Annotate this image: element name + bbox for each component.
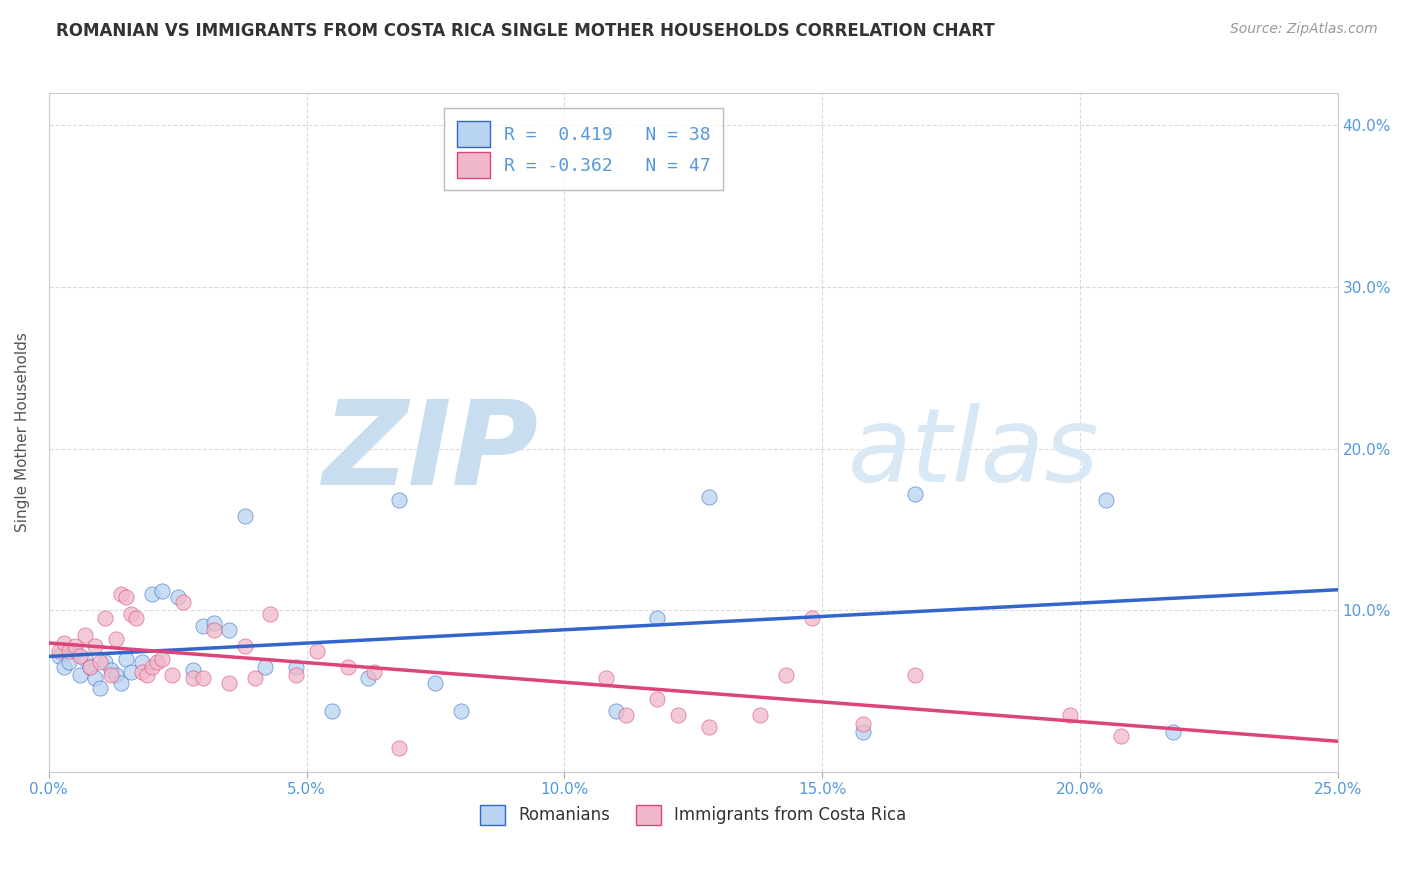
Point <box>1109 730 1132 744</box>
Point <box>89 681 111 695</box>
Point <box>135 668 157 682</box>
Point <box>146 655 169 669</box>
Point <box>166 591 188 605</box>
Point <box>100 663 122 677</box>
Point <box>131 655 153 669</box>
Point <box>79 660 101 674</box>
Point <box>357 671 380 685</box>
Point <box>697 490 720 504</box>
Point <box>94 655 117 669</box>
Point <box>605 704 627 718</box>
Point <box>84 639 107 653</box>
Point <box>150 652 173 666</box>
Point <box>120 607 142 621</box>
Point <box>202 623 225 637</box>
Point <box>79 660 101 674</box>
Legend: Romanians, Immigrants from Costa Rica: Romanians, Immigrants from Costa Rica <box>474 798 912 831</box>
Point <box>63 639 86 653</box>
Point <box>285 660 308 674</box>
Point <box>172 595 194 609</box>
Point <box>749 708 772 723</box>
Point <box>104 668 127 682</box>
Point <box>104 632 127 647</box>
Point <box>193 619 215 633</box>
Point <box>1161 724 1184 739</box>
Point <box>904 668 927 682</box>
Point <box>450 704 472 718</box>
Point <box>425 676 447 690</box>
Text: ROMANIAN VS IMMIGRANTS FROM COSTA RICA SINGLE MOTHER HOUSEHOLDS CORRELATION CHAR: ROMANIAN VS IMMIGRANTS FROM COSTA RICA S… <box>56 22 995 40</box>
Point <box>110 676 132 690</box>
Point <box>233 639 256 653</box>
Point <box>141 660 163 674</box>
Point <box>218 676 240 690</box>
Point <box>321 704 343 718</box>
Text: atlas: atlas <box>848 402 1099 503</box>
Point <box>131 665 153 679</box>
Point <box>645 611 668 625</box>
Point <box>852 716 875 731</box>
Text: ZIP: ZIP <box>322 395 538 510</box>
Point <box>150 583 173 598</box>
Point <box>336 660 359 674</box>
Point <box>181 663 204 677</box>
Point <box>202 616 225 631</box>
Point <box>100 668 122 682</box>
Text: Source: ZipAtlas.com: Source: ZipAtlas.com <box>1230 22 1378 37</box>
Point <box>84 671 107 685</box>
Point <box>243 671 266 685</box>
Point <box>69 668 91 682</box>
Point <box>69 648 91 663</box>
Point <box>775 668 797 682</box>
Point <box>614 708 637 723</box>
Point <box>89 655 111 669</box>
Point <box>645 692 668 706</box>
Point <box>94 611 117 625</box>
Point <box>233 509 256 524</box>
Point <box>904 487 927 501</box>
Point <box>110 587 132 601</box>
Point <box>363 665 385 679</box>
Point <box>800 611 823 625</box>
Point <box>697 720 720 734</box>
Point <box>181 671 204 685</box>
Point <box>1094 493 1116 508</box>
Point <box>254 660 277 674</box>
Point <box>193 671 215 685</box>
Point <box>73 652 96 666</box>
Point <box>388 493 411 508</box>
Point <box>48 644 70 658</box>
Point <box>259 607 281 621</box>
Point <box>48 648 70 663</box>
Point <box>285 668 308 682</box>
Point <box>125 611 148 625</box>
Point <box>388 740 411 755</box>
Point <box>852 724 875 739</box>
Point <box>53 635 76 649</box>
Point <box>58 644 80 658</box>
Point <box>115 652 138 666</box>
Point <box>305 644 328 658</box>
Point <box>120 665 142 679</box>
Point <box>115 591 138 605</box>
Point <box>58 655 80 669</box>
Point <box>162 668 184 682</box>
Point <box>53 660 76 674</box>
Point <box>666 708 689 723</box>
Y-axis label: Single Mother Households: Single Mother Households <box>15 333 30 533</box>
Point <box>218 623 240 637</box>
Point <box>1059 708 1081 723</box>
Point <box>595 671 617 685</box>
Point <box>73 627 96 641</box>
Point <box>63 644 86 658</box>
Point <box>141 587 163 601</box>
